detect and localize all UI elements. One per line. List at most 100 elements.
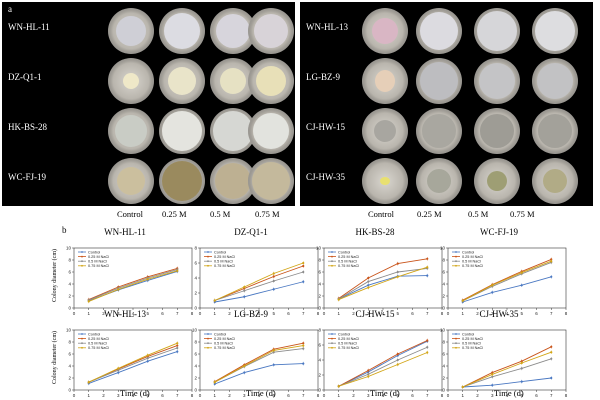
x-tick-label: 2 [228,311,231,316]
series-line [462,358,552,388]
legend-marker [455,251,457,253]
series-line [214,271,304,301]
series-line [214,262,304,301]
plate-row: LG-BZ-9 [300,56,595,104]
legend-label: 0.5 M NaCl [462,342,481,346]
x-axis-label: Time (d) [494,388,524,398]
y-tick-label: 4 [194,276,197,281]
legend-marker [455,333,457,335]
series-line [88,351,178,384]
y-tick-label: 8 [318,328,321,333]
series-line [462,258,552,301]
x-tick-label: 4 [382,393,385,398]
y-tick-label: 0 [194,306,197,311]
y-tick-label: 10 [316,246,322,251]
legend-marker [207,346,209,349]
petri-plate [210,158,256,204]
y-tick-label: 2 [442,294,445,299]
y-tick-label: 2 [194,291,197,296]
legend-label: Control [88,332,100,336]
legend-label: 0.75 M NaCl [214,346,235,350]
x-tick-label: 0 [199,311,202,316]
legend-marker [207,333,209,335]
series-line [338,340,428,387]
chart-title: WC-FJ-19 [480,227,518,237]
condition-label: 0.5 M [210,209,231,219]
y-tick-label: 6 [318,343,321,348]
x-axis-label: Time (d) [246,388,276,398]
condition-label: 0.25 M [417,209,442,219]
series-line [462,351,552,388]
series-line [462,260,552,302]
legend-label: Control [214,332,226,336]
y-tick-label: 4 [68,282,71,287]
series-line [88,342,178,383]
petri-plate [159,8,205,54]
petri-plate [532,8,578,54]
y-tick-label: 6 [68,270,71,275]
legend-label: 0.25 M NaCl [462,255,483,259]
series-line [88,347,178,383]
x-tick-label: 7 [550,311,553,316]
x-tick-label: 8 [565,311,568,316]
x-tick-label: 6 [161,393,164,398]
x-tick-label: 1 [337,393,340,398]
legend-label: 0.25 M NaCl [88,255,109,259]
x-tick-label: 2 [352,311,355,316]
plate-row: DZ-Q1-1 [2,56,297,104]
y-tick-label: 0 [194,388,197,393]
strain-label: CJ-HW-35 [306,172,345,182]
y-tick-label: 8 [68,258,71,263]
strain-label: WC-FJ-19 [8,172,46,182]
y-tick-label: 6 [318,270,321,275]
legend-label: 0.5 M NaCl [338,342,357,346]
petri-plate [362,8,408,54]
y-tick-label: 0 [68,388,71,393]
x-tick-label: 4 [382,311,385,316]
legend-marker [207,260,209,263]
x-tick-label: 7 [550,393,553,398]
strain-label: CJ-HW-15 [306,122,345,132]
x-tick-label: 4 [258,393,261,398]
legend-label: Control [462,250,474,254]
plate-row: WN-HL-13 [300,6,595,54]
x-tick-label: 4 [132,393,135,398]
strain-label: DZ-Q1-1 [8,72,42,82]
x-tick-label: 1 [87,311,90,316]
petri-plate [108,8,154,54]
legend-label: 0.5 M NaCl [462,260,481,264]
plate-panel-left: a WN-HL-11 DZ-Q1-1 HK-BS-28 WC-FJ-19 [2,2,295,206]
legend-marker [331,337,333,340]
x-tick-label: 6 [535,393,538,398]
legend-marker [81,264,83,267]
y-tick-label: 8 [194,340,197,345]
y-tick-label: 4 [318,282,321,287]
petri-plate [248,58,294,104]
y-tick-label: 10 [66,246,72,251]
x-tick-label: 7 [302,311,305,316]
panel-b-label: b [62,225,67,235]
legend-label: 0.25 M NaCl [338,337,359,341]
series-line [462,261,552,302]
y-tick-label: 0 [442,306,445,311]
x-tick-label: 8 [317,311,320,316]
series-line [462,276,552,303]
legend-label: 0.75 M NaCl [338,264,359,268]
legend-label: 0.25 M NaCl [214,337,235,341]
panel-a-label: a [8,4,12,14]
x-tick-label: 0 [73,393,76,398]
chart-title: CJ-HW-15 [355,309,395,319]
y-tick-label: 8 [442,340,445,345]
x-tick-label: 1 [337,311,340,316]
series-line [214,345,304,383]
plate-row: CJ-HW-15 [300,106,595,154]
petri-plate [416,58,462,104]
x-tick-label: 1 [213,311,216,316]
y-tick-label: 0 [318,306,321,311]
petri-plate [416,108,462,154]
series-line [214,281,304,303]
petri-plate [532,108,578,154]
